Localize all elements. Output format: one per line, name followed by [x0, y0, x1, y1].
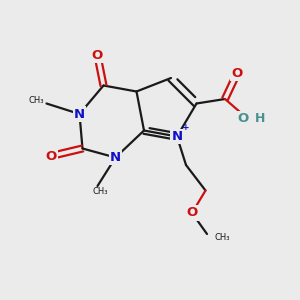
Text: CH₃: CH₃: [28, 96, 44, 105]
Text: N: N: [110, 151, 121, 164]
Text: H: H: [255, 112, 265, 125]
Text: +: +: [182, 123, 189, 132]
Text: O: O: [237, 112, 249, 125]
Text: O: O: [45, 149, 57, 163]
Text: N: N: [74, 107, 85, 121]
Text: CH₃: CH₃: [214, 232, 230, 242]
Text: O: O: [92, 49, 103, 62]
Text: O: O: [186, 206, 198, 220]
Text: O: O: [231, 67, 243, 80]
Text: N: N: [171, 130, 183, 143]
Text: CH₃: CH₃: [93, 188, 108, 196]
